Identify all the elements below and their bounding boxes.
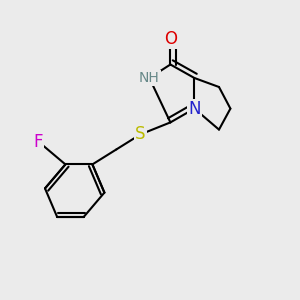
Text: N: N xyxy=(188,100,201,118)
Text: O: O xyxy=(164,30,177,48)
Text: NH: NH xyxy=(139,71,160,85)
Text: S: S xyxy=(135,125,146,143)
Text: F: F xyxy=(34,133,43,151)
